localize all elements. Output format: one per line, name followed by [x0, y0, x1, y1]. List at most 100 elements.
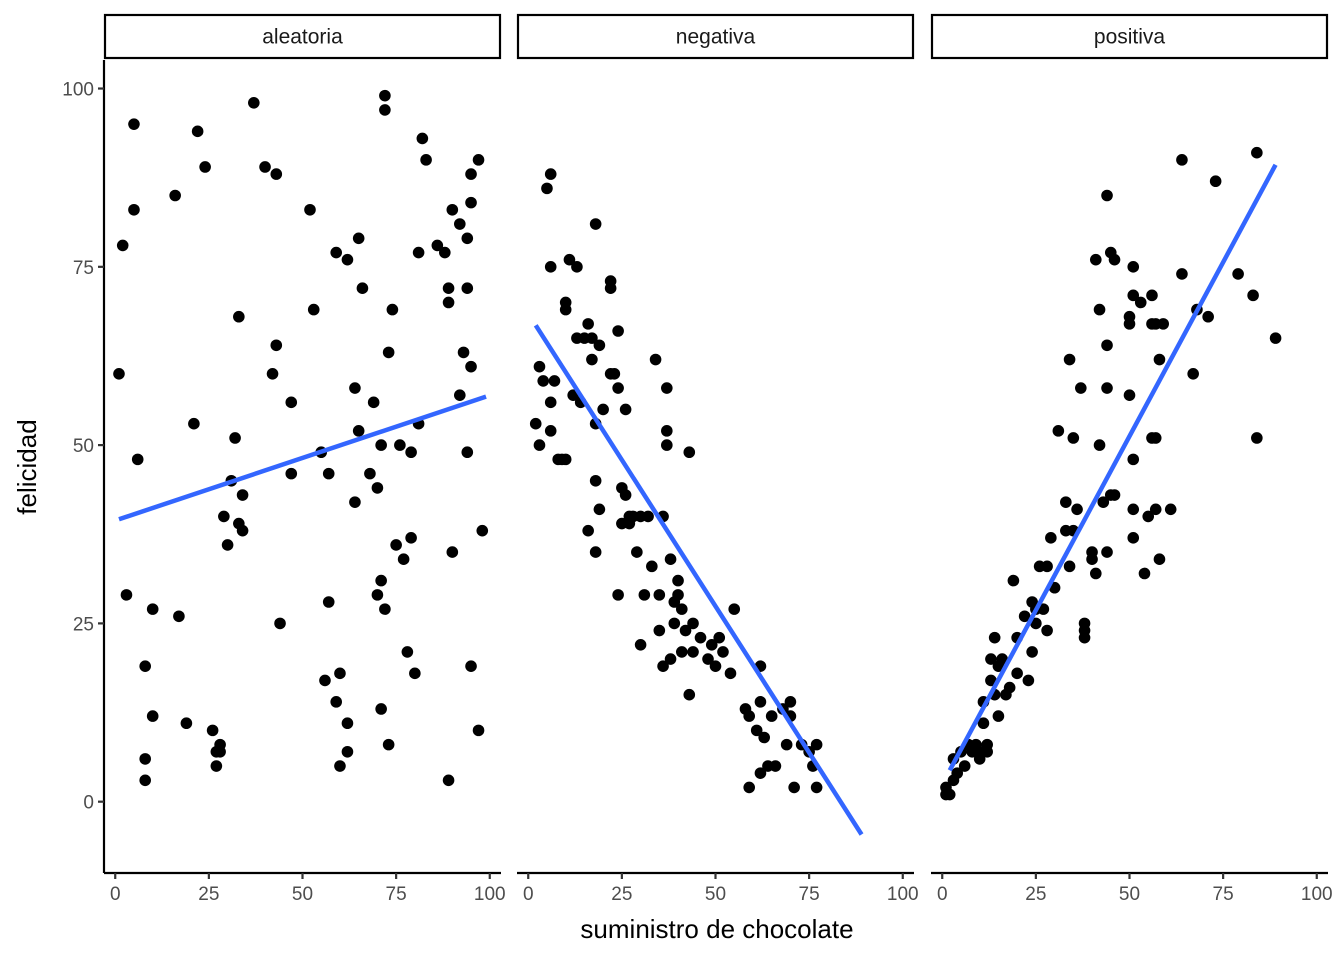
data-point: [442, 774, 455, 787]
data-point: [191, 125, 204, 138]
data-point: [128, 118, 140, 130]
data-point: [1176, 154, 1188, 166]
data-point: [544, 261, 557, 273]
data-point: [1202, 310, 1214, 323]
data-point: [285, 396, 298, 409]
data-point: [661, 382, 673, 394]
data-point: [454, 389, 466, 401]
data-point: [420, 154, 432, 166]
data-point: [304, 203, 316, 216]
data-point: [1232, 268, 1244, 280]
trend-line: [533, 324, 864, 836]
data-point: [638, 589, 651, 601]
data-point: [229, 432, 241, 444]
data-point: [352, 425, 365, 437]
data-point: [446, 546, 459, 558]
x-tick-label: 50: [292, 884, 313, 905]
data-point: [608, 367, 621, 380]
data-point: [382, 346, 395, 359]
y-tick-label: 0: [83, 793, 94, 814]
data-point: [664, 553, 677, 566]
data-point: [586, 332, 598, 344]
data-point: [597, 403, 609, 416]
data-point: [465, 660, 477, 672]
data-point: [977, 717, 990, 730]
data-point: [214, 745, 226, 758]
data-point: [582, 318, 594, 330]
strip-positiva: [930, 13, 1329, 60]
x-tick-label: 75: [799, 884, 820, 905]
data-point: [113, 367, 125, 380]
data-point: [397, 553, 410, 566]
data-point: [188, 417, 200, 430]
data-point: [694, 631, 707, 644]
data-point: [1086, 553, 1098, 566]
data-point: [758, 731, 770, 744]
strip-label: positiva: [1094, 26, 1166, 49]
data-point: [1093, 439, 1106, 451]
data-point: [788, 781, 800, 794]
data-point: [1127, 261, 1140, 273]
data-point: [1052, 425, 1065, 437]
y-axis-title: felicidad: [12, 419, 42, 514]
y-tick-label: 100: [62, 80, 94, 101]
data-point: [1153, 553, 1166, 566]
data-point: [958, 760, 971, 772]
data-point: [248, 96, 260, 109]
data-point: [1078, 617, 1091, 630]
data-point: [341, 717, 354, 730]
strip-label: negativa: [676, 26, 756, 49]
data-point: [985, 674, 997, 687]
data-point: [687, 617, 699, 630]
data-point: [769, 760, 782, 772]
data-point: [563, 253, 576, 266]
data-point: [173, 610, 185, 623]
data-point: [356, 282, 369, 295]
strip-negativa: [516, 13, 915, 60]
x-tick-label: 0: [110, 884, 121, 905]
data-point: [672, 574, 684, 587]
data-point: [657, 660, 669, 672]
data-point: [334, 760, 346, 772]
data-point: [750, 724, 763, 737]
data-point: [754, 696, 767, 708]
data-point: [236, 489, 249, 501]
data-point: [1097, 496, 1110, 508]
data-point: [675, 646, 688, 658]
x-tick-label: 25: [198, 884, 219, 905]
data-point: [210, 760, 223, 772]
data-point: [405, 532, 417, 544]
data-point: [1108, 253, 1121, 266]
data-point: [461, 232, 474, 245]
data-point: [476, 524, 489, 537]
data-point: [341, 253, 354, 266]
data-point: [1251, 432, 1263, 444]
data-point: [233, 310, 245, 323]
data-point: [409, 667, 421, 680]
data-point: [349, 382, 361, 394]
data-point: [390, 539, 402, 551]
data-point: [649, 353, 662, 366]
data-point: [1063, 560, 1076, 573]
data-point: [743, 710, 756, 722]
data-point: [589, 218, 602, 230]
data-point: [169, 189, 181, 202]
data-point: [270, 168, 283, 180]
panels: aleatoria 0 25 50 75 100 0 25 50 75 100 negativa 0 25…: [62, 13, 1333, 905]
data-point: [472, 154, 485, 166]
strip-aleatoria: [103, 13, 502, 60]
data-point: [461, 282, 474, 295]
data-point: [705, 638, 718, 651]
data-point: [709, 660, 722, 672]
data-point: [131, 453, 144, 466]
data-point: [341, 745, 354, 758]
data-point: [139, 774, 151, 787]
data-point: [988, 631, 1001, 644]
x-tick-label: 25: [611, 884, 632, 905]
data-point: [379, 104, 391, 116]
data-point: [559, 303, 572, 316]
data-point: [675, 603, 688, 615]
data-point: [1075, 382, 1087, 394]
data-point: [1041, 560, 1053, 573]
